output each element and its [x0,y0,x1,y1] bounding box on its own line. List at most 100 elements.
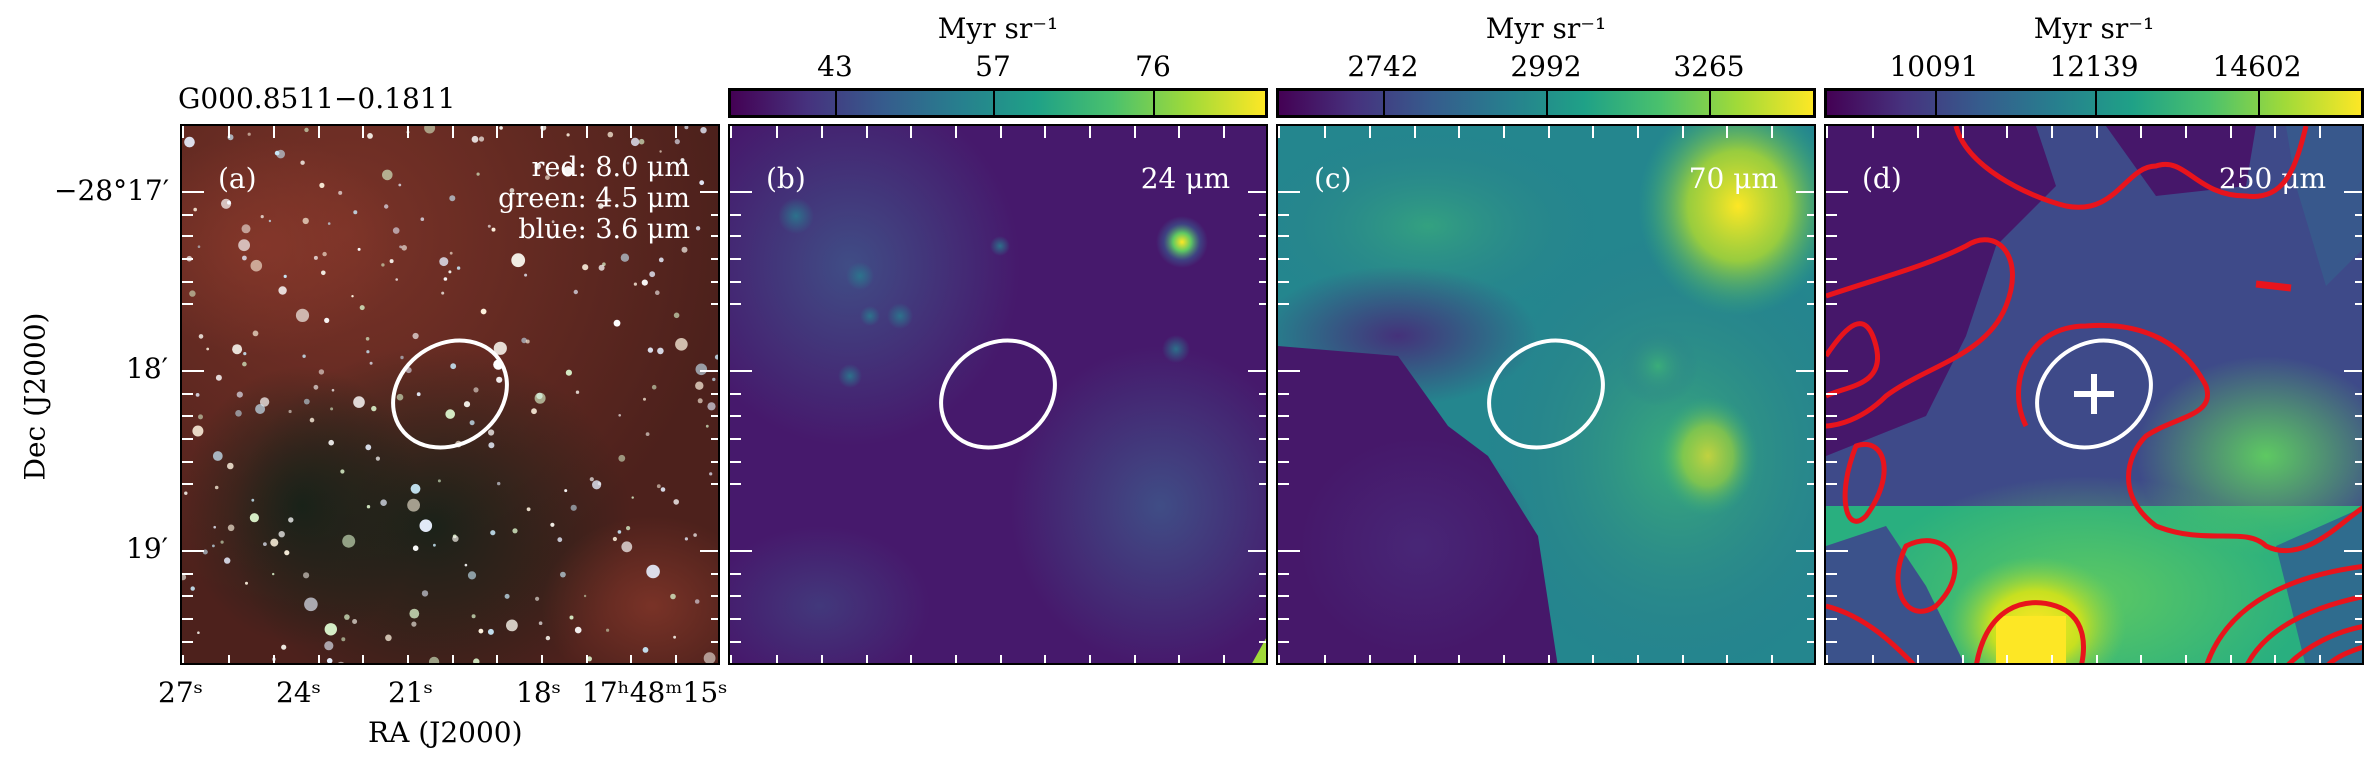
star [331,388,335,392]
star [655,290,660,295]
star [613,319,621,327]
colorbar-tick-label: 2992 [1510,50,1582,83]
panel-a-rgb-image: (a) red: 8.0 μm green: 4.5 μm blue: 3.6 … [180,124,720,665]
star [338,190,343,195]
star [504,593,510,599]
star [197,245,201,248]
star [586,656,592,662]
star [359,305,365,311]
wavelength-label: 70 μm [1688,162,1778,195]
star [626,526,631,531]
star [563,166,574,176]
star [681,246,688,253]
star [633,282,637,286]
star [322,251,327,257]
star [658,257,664,263]
star [227,462,234,470]
star [673,312,680,319]
colorbar-gradient [1276,88,1816,118]
star [302,354,306,358]
star [443,277,448,281]
star [410,483,421,494]
star [531,408,537,415]
star [643,397,646,401]
star [473,658,480,663]
star [202,549,208,555]
star [318,369,325,375]
star [198,414,203,420]
panel-c-70um-image: (c) 70 μm [1276,124,1816,665]
star [473,387,479,393]
star [707,402,716,411]
star [411,621,417,627]
star [697,398,703,404]
star [573,289,578,295]
star [521,337,527,344]
star [433,543,436,547]
star [675,338,688,351]
panel-label: (c) [1314,162,1352,195]
colorbar-unit: Myr sr⁻¹ [937,12,1059,45]
star [491,227,496,232]
star [526,507,531,512]
x-axis-label: RA (J2000) [368,716,523,749]
star [353,210,358,215]
star [365,337,370,341]
star [366,505,371,509]
star [524,273,528,277]
star [429,656,440,663]
star [212,451,223,461]
star [303,572,310,579]
source-ellipse [391,338,509,450]
star [395,278,398,281]
source-name: G000.8511−0.1811 [178,82,456,115]
overlay-b [730,126,1266,663]
star [353,396,365,408]
star [281,644,287,650]
star [252,330,259,337]
rgb-composite-image [182,126,718,663]
star [424,126,436,134]
star [574,626,582,634]
star [284,550,290,556]
star [456,266,461,270]
star [467,571,477,580]
ra-tick-label: 17ʰ48ᵐ15ˢ [582,676,728,709]
star [476,172,480,176]
overlay-d [1826,126,2362,663]
star [190,586,195,591]
star [699,180,705,186]
rgb-legend-blue: blue: 3.6 μm [518,214,690,245]
colorbar-gradient [1824,88,2364,118]
star [351,295,354,298]
star [260,215,264,219]
star [488,429,495,436]
star [401,245,407,251]
panel-d-250um-image: (d) 250 μm [1824,124,2364,665]
star [631,496,634,499]
star [646,564,660,579]
star [243,352,247,356]
star [371,405,377,412]
star [607,131,614,138]
star [565,369,572,376]
star [382,169,393,181]
star [569,615,574,620]
rgb-legend-green: green: 4.5 μm [498,183,690,214]
y-axis-label: Dec (J2000) [18,312,52,481]
star [703,652,716,663]
star [535,596,540,601]
ra-tick-label: 27ˢ [158,676,204,709]
star [673,499,679,505]
star [324,623,337,636]
ra-tick-label: 24ˢ [276,676,322,709]
star [695,381,704,390]
24um-image [730,126,1266,663]
star [242,361,247,367]
star [620,253,630,262]
star [300,160,305,165]
star [478,136,485,142]
star [278,286,287,295]
star [684,126,689,130]
colorbar-tick-label: 57 [975,50,1011,83]
